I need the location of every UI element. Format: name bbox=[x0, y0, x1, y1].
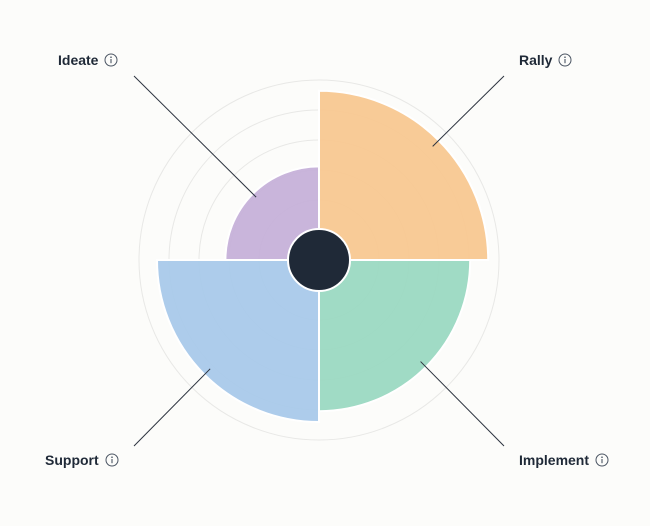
segment-label-ideate: Ideate bbox=[58, 52, 118, 68]
info-icon[interactable] bbox=[104, 53, 118, 67]
leader-line bbox=[432, 75, 505, 147]
leader-line bbox=[133, 75, 257, 198]
segment-label-implement: Implement bbox=[519, 452, 609, 468]
segment-label-rally: Rally bbox=[519, 52, 572, 68]
segment-label-support-text: Support bbox=[45, 452, 99, 468]
segment-label-support: Support bbox=[45, 452, 119, 468]
center-hub bbox=[287, 228, 351, 292]
leader-line bbox=[420, 361, 505, 447]
segment-label-implement-text: Implement bbox=[519, 452, 590, 468]
info-icon[interactable] bbox=[595, 453, 609, 467]
info-icon[interactable] bbox=[558, 53, 572, 67]
leader-line bbox=[133, 368, 211, 447]
segment-label-rally-text: Rally bbox=[519, 52, 553, 68]
segment-label-ideate-text: Ideate bbox=[58, 52, 99, 68]
info-icon[interactable] bbox=[105, 453, 119, 467]
grid-ring bbox=[138, 79, 500, 441]
